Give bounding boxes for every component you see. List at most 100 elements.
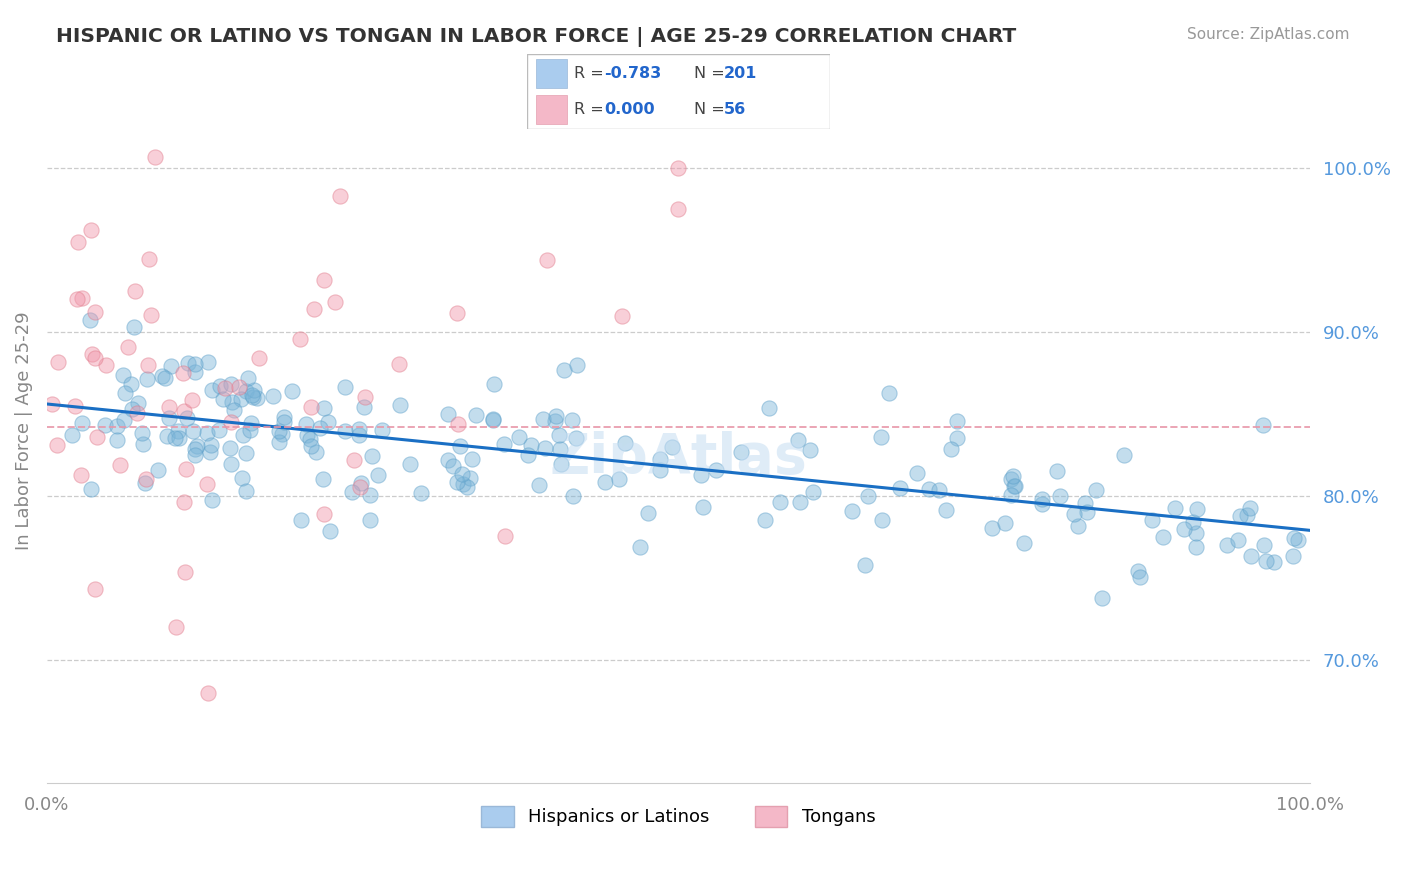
Text: R =: R = (574, 66, 609, 81)
Point (231, 471, 253, 485)
Point (294, 417, 316, 431)
Text: -0.783: -0.783 (605, 66, 662, 81)
FancyBboxPatch shape (536, 95, 567, 124)
Point (212, 392, 235, 406)
Point (1074, 496, 1097, 510)
Point (305, 445, 328, 459)
Point (136, 372, 159, 386)
Point (354, 390, 377, 404)
Point (221, 457, 243, 471)
Point (112, 368, 135, 382)
Point (134, 475, 156, 490)
Point (561, 413, 583, 427)
Point (165, 431, 187, 445)
Point (70, 416, 93, 430)
Point (219, 377, 242, 392)
Point (1002, 479, 1025, 493)
Point (343, 452, 366, 467)
Point (841, 503, 863, 517)
Text: R =: R = (574, 102, 609, 117)
Point (62, 427, 84, 442)
Point (446, 306, 468, 320)
Point (1049, 489, 1071, 503)
Point (139, 309, 162, 323)
Point (1164, 500, 1187, 515)
Point (174, 565, 197, 579)
Point (359, 513, 381, 527)
Point (939, 442, 962, 457)
Point (124, 284, 146, 298)
Point (371, 423, 394, 437)
Point (853, 558, 876, 572)
Point (219, 415, 242, 429)
Text: N =: N = (693, 102, 730, 117)
Point (329, 189, 352, 203)
Point (801, 484, 824, 499)
Point (1215, 538, 1237, 552)
Point (267, 434, 290, 449)
Point (249, 351, 271, 365)
Text: HISPANIC OR LATINO VS TONGAN IN LABOR FORCE | AGE 25-29 CORRELATION CHART: HISPANIC OR LATINO VS TONGAN IN LABOR FO… (56, 27, 1017, 46)
Point (221, 394, 243, 409)
Point (290, 513, 312, 527)
Point (481, 411, 503, 425)
Point (121, 401, 143, 416)
Point (186, 439, 208, 453)
Text: ZipAtlas: ZipAtlas (550, 432, 807, 485)
Point (143, 150, 166, 164)
Point (935, 503, 957, 517)
Text: 0.000: 0.000 (605, 102, 655, 117)
Point (174, 462, 197, 476)
Point (353, 400, 375, 414)
Point (730, 445, 752, 459)
Point (465, 408, 488, 422)
Point (1187, 502, 1209, 516)
Point (945, 414, 967, 428)
Point (333, 424, 356, 438)
Point (153, 371, 176, 385)
Point (548, 427, 571, 442)
Point (183, 442, 205, 456)
Point (460, 452, 482, 467)
Point (208, 423, 231, 437)
Point (451, 476, 474, 491)
Point (1239, 501, 1261, 516)
Point (1129, 570, 1152, 584)
Point (350, 475, 373, 490)
Point (1001, 469, 1024, 483)
Point (905, 467, 928, 481)
Point (41, 396, 63, 410)
Point (877, 385, 900, 400)
Point (312, 507, 335, 521)
Point (1239, 549, 1261, 564)
Point (1126, 564, 1149, 578)
Point (166, 424, 188, 438)
Point (1004, 479, 1026, 493)
Point (565, 359, 588, 373)
Point (177, 356, 200, 370)
Point (131, 426, 153, 441)
Point (84, 582, 107, 597)
Point (112, 413, 135, 427)
Point (195, 476, 218, 491)
Point (135, 472, 157, 486)
Point (946, 431, 969, 445)
Point (690, 468, 713, 483)
Point (517, 449, 540, 463)
Point (450, 467, 472, 482)
Point (180, 393, 202, 408)
Point (80, 223, 103, 237)
Point (437, 453, 460, 467)
Point (534, 441, 557, 455)
Point (67, 235, 90, 249)
Point (214, 381, 236, 395)
Point (240, 388, 263, 402)
Point (869, 430, 891, 444)
Point (200, 445, 222, 459)
Point (648, 463, 671, 477)
Point (529, 478, 551, 492)
Point (325, 295, 347, 310)
Point (48, 355, 70, 369)
Point (1282, 549, 1305, 563)
Point (184, 357, 207, 371)
